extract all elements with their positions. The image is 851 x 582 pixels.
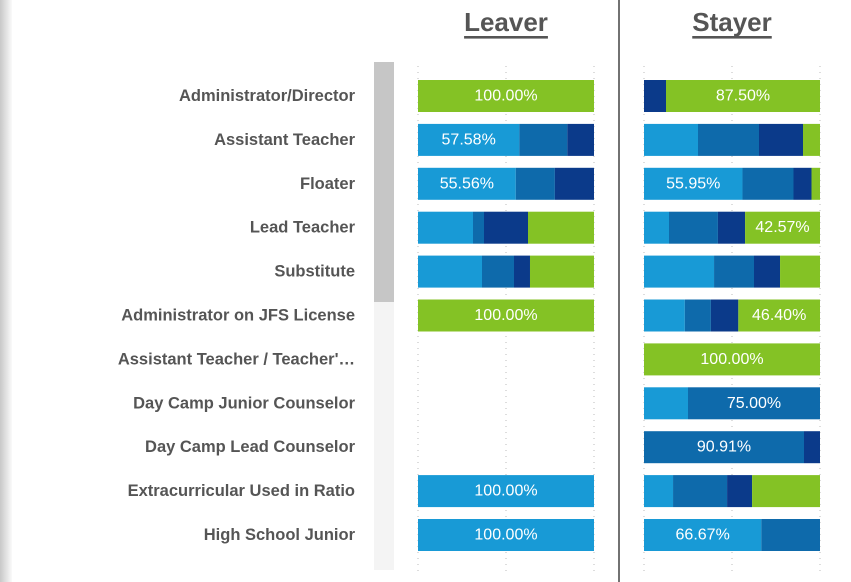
value-label: 87.50% [716, 88, 770, 105]
bar-segment [418, 123, 520, 156]
bar-segment [644, 167, 743, 200]
category-label: High School Junior [204, 526, 356, 544]
bar-segment [714, 255, 754, 288]
bar-segment [418, 519, 594, 551]
bar-segment [710, 299, 739, 332]
value-label: 75.00% [727, 395, 781, 412]
bar-segment [745, 211, 820, 244]
scrollbar-thumb[interactable] [374, 62, 394, 302]
category-label: Administrator/Director [179, 87, 356, 105]
value-label: 100.00% [474, 483, 537, 500]
value-label: 66.67% [676, 527, 730, 544]
bar-segment [717, 211, 746, 244]
value-label: 55.95% [666, 175, 720, 192]
category-label: Assistant Teacher / Teacher'… [118, 350, 355, 368]
value-label: 55.56% [440, 175, 494, 192]
bar-segment [804, 431, 820, 464]
bar-segment [481, 255, 514, 288]
category-label: Substitute [274, 263, 355, 281]
bar-segment [644, 519, 762, 551]
bar-segment [644, 123, 698, 156]
category-label: Day Camp Junior Counselor [133, 394, 355, 412]
value-label: 90.91% [697, 439, 751, 456]
category-label: Lead Teacher [250, 219, 356, 237]
bar-segment [473, 211, 484, 244]
bar-segment [688, 387, 820, 420]
bar-segment [418, 80, 594, 112]
bar-segment [644, 343, 820, 376]
bar-segment [418, 475, 594, 508]
bar-segment [811, 167, 820, 200]
bar-segment [515, 167, 555, 200]
bar-segment [644, 80, 666, 112]
category-label: Day Camp Lead Counselor [145, 438, 356, 456]
bar-segment [752, 475, 820, 508]
bar-segment [738, 299, 820, 332]
bar-segment [644, 299, 685, 332]
bar-segment [793, 167, 812, 200]
bar-segment [742, 167, 794, 200]
category-label: Administrator on JFS License [121, 307, 355, 325]
bar-segment [758, 123, 803, 156]
value-label: 100.00% [474, 307, 537, 324]
category-label: Assistant Teacher [214, 131, 355, 149]
bar-segment [802, 123, 820, 156]
bar-segment [684, 299, 711, 332]
category-label: Extracurricular Used in Ratio [128, 482, 355, 500]
panel-title: Stayer [692, 7, 772, 37]
value-label: 57.58% [442, 131, 496, 148]
bar-segment [666, 80, 820, 112]
bar-segment [697, 123, 759, 156]
value-label: 100.00% [700, 351, 763, 368]
bar-segment [418, 299, 594, 332]
bar-segment [761, 519, 820, 551]
bar-segment [727, 475, 753, 508]
bar-segment [780, 255, 820, 288]
panel-title: Leaver [464, 7, 548, 37]
bar-segment [673, 475, 728, 508]
bar-segment [554, 167, 594, 200]
category-label: Floater [300, 175, 356, 193]
bar-segment [519, 123, 568, 156]
bar-segment [418, 255, 482, 288]
bar-segment [754, 255, 781, 288]
bar-segment [418, 211, 473, 244]
bar-segment [529, 255, 594, 288]
bar-segment [528, 211, 594, 244]
bar-segment [644, 387, 688, 420]
bar-segment [567, 123, 594, 156]
bar-segment [484, 211, 528, 244]
value-label: 42.57% [755, 219, 809, 236]
bar-segment [418, 167, 516, 200]
edge-shade [0, 0, 12, 582]
value-label: 100.00% [474, 88, 537, 105]
bar-segment [668, 211, 718, 244]
bar-segment [644, 211, 669, 244]
bar-segment [513, 255, 530, 288]
bar-segment [644, 475, 674, 508]
bar-segment [644, 255, 715, 288]
value-label: 100.00% [474, 527, 537, 544]
bar-segment [644, 431, 805, 464]
value-label: 46.40% [752, 307, 806, 324]
